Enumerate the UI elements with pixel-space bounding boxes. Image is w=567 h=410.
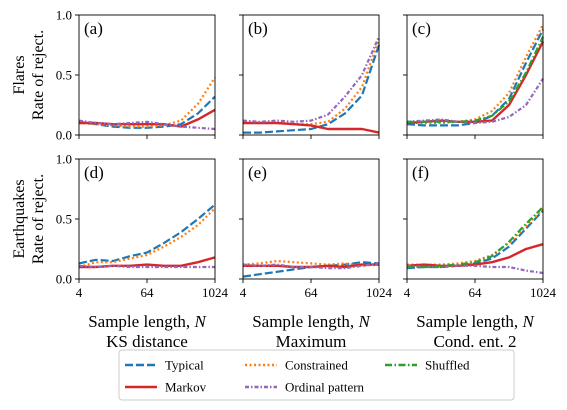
x-tick-label: 4 (76, 285, 83, 300)
series-line-ordinal-pattern (79, 266, 215, 267)
row-label-line: Earthquakes (11, 179, 28, 258)
row-label-flares: Flares Rate of reject. (11, 30, 47, 120)
panel-label: (e) (248, 163, 267, 182)
x-tick-label: 1024 (202, 285, 229, 300)
series-line-constrained (79, 77, 215, 126)
series-line-shuffled (407, 207, 543, 267)
series-line-ordinal-pattern (243, 37, 379, 122)
panel-b: (b) (239, 15, 379, 139)
series-line-ordinal-pattern (407, 79, 543, 123)
panels: 0.0 0.5 1.0 (a) (b) (c) 0.0 0.5 1.0 4 64 1024 (d) 4 64… (56, 8, 557, 301)
x-axis-metric-label: KS distance (106, 332, 188, 351)
series-line-markov (79, 257, 215, 267)
series-line-markov (407, 41, 543, 123)
series-line-markov (243, 123, 379, 133)
panel-label: (b) (248, 19, 268, 38)
x-axis-label: Sample length, N (252, 312, 371, 331)
panel-e: 4 64 1024 (e) (239, 159, 393, 300)
panel-f: 4 64 1024 (f) (403, 159, 557, 300)
row-label-earthquakes: Earthquakes Rate of reject. (11, 174, 47, 264)
x-tick-label: 1024 (366, 285, 393, 300)
legend-label: Shuffled (425, 358, 470, 373)
panel-label: (f) (412, 163, 429, 182)
y-tick-label: 0.5 (56, 68, 72, 83)
x-tick-label: 4 (404, 285, 411, 300)
x-tick-label: 64 (141, 285, 155, 300)
legend: Typical Markov Constrained Ordinal pattern S… (119, 350, 514, 400)
row-labels: Flares Rate of reject.Earthquakes Rate of … (11, 30, 47, 264)
legend-label: Ordinal pattern (285, 380, 365, 395)
panel-label: (c) (412, 19, 431, 38)
y-tick-label: 1.0 (56, 152, 72, 167)
x-tick-label: 4 (240, 285, 247, 300)
x-axis-label-variable: N (357, 312, 371, 331)
row-label-line: Rate of reject. (30, 30, 47, 120)
legend-label: Typical (165, 358, 204, 373)
panel-label: (d) (84, 163, 104, 182)
x-axis-label: Sample length, N (88, 312, 207, 331)
series-line-typical (407, 211, 543, 269)
series-line-constrained (407, 25, 543, 123)
series-line-constrained (243, 39, 379, 124)
x-axis-label-variable: N (521, 312, 535, 331)
x-axis-label-variable: N (193, 312, 207, 331)
y-tick-label: 0.0 (56, 272, 72, 287)
panel-a: 0.0 0.5 1.0 (a) (56, 8, 215, 143)
panel-d: 0.0 0.5 1.0 4 64 1024 (d) (56, 152, 229, 301)
series-line-constrained (79, 208, 215, 267)
series-line-constrained (407, 209, 543, 264)
legend-label: Constrained (285, 358, 348, 373)
x-axis-label: Sample length, N (416, 312, 535, 331)
x-tick-label: 64 (305, 285, 319, 300)
series-line-typical (79, 205, 215, 264)
panel-c: (c) (403, 15, 543, 139)
x-tick-label: 64 (469, 285, 483, 300)
y-tick-label: 0.5 (56, 212, 72, 227)
x-tick-label: 1024 (530, 285, 557, 300)
x-axis-label-text: Sample length, (88, 312, 194, 331)
row-label-line: Flares (11, 55, 28, 94)
y-tick-label: 0.0 (56, 128, 72, 143)
x-axis-label-text: Sample length, (252, 312, 358, 331)
panel-label: (a) (84, 19, 103, 38)
legend-label: Markov (165, 380, 207, 395)
x-axis-metric-label: Maximum (276, 332, 347, 351)
y-tick-label: 1.0 (56, 8, 72, 23)
x-axis-metric-label: Cond. ent. 2 (433, 332, 516, 351)
row-label-line: Rate of reject. (30, 174, 47, 264)
x-axis-label-text: Sample length, (416, 312, 522, 331)
